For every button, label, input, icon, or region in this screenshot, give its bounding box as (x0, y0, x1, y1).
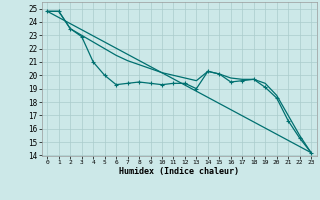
X-axis label: Humidex (Indice chaleur): Humidex (Indice chaleur) (119, 167, 239, 176)
